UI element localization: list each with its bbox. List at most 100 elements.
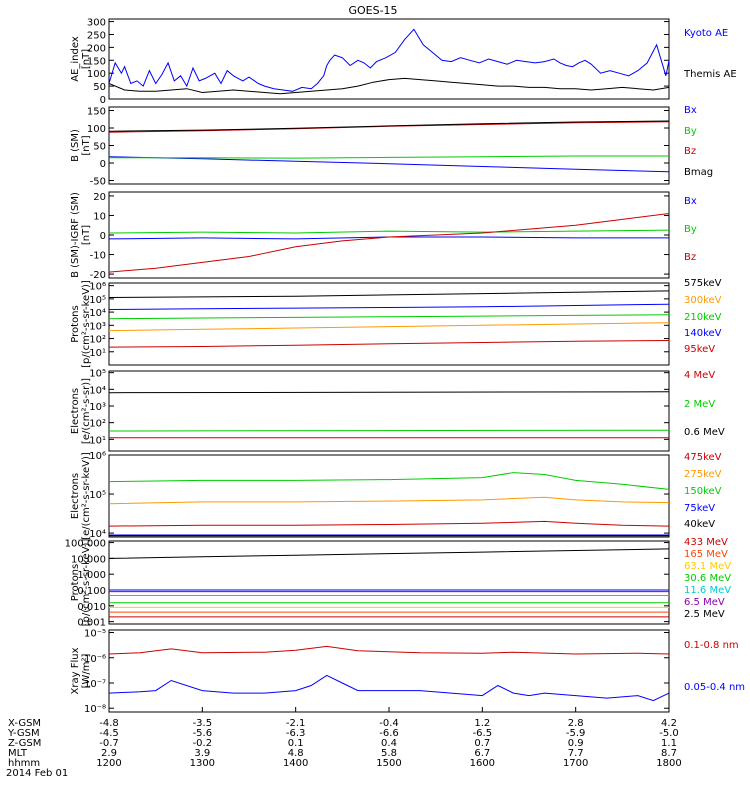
legend-entry: 40keV bbox=[684, 519, 715, 530]
x-tick-label: 7.7 bbox=[568, 748, 584, 759]
legend-entry: Bz bbox=[684, 252, 696, 263]
x-tick-label: -6.6 bbox=[379, 728, 399, 739]
legend-entry: 275keV bbox=[684, 469, 722, 480]
legend-entry: 165 MeV bbox=[684, 549, 728, 560]
legend-entry: 210keV bbox=[684, 312, 722, 323]
panel-frame bbox=[108, 370, 670, 452]
y-axis-label: AE_index[nT] bbox=[70, 36, 92, 82]
x-tick-label: -4.5 bbox=[99, 728, 119, 739]
y-tick-label: 10⁴ bbox=[89, 529, 106, 540]
y-tick-label: 10³ bbox=[89, 321, 106, 332]
series-line-140kev bbox=[109, 303, 669, 310]
panel-frame bbox=[108, 629, 670, 713]
legend-entry: 75keV bbox=[684, 503, 715, 514]
x-tick-label: 2.8 bbox=[568, 718, 584, 729]
y-tick-label: 10⁴ bbox=[89, 385, 106, 396]
x-axis-ephemeris: X-GSM -4.8 -3.5 -2.1 -0.4 1.2 2.8 4.2Y-GSM -4.5-… bbox=[6, 707, 682, 779]
panel-protons_mev: 0.001 0.010 0.100 1.000 10.000 100.000Protons… bbox=[65, 537, 732, 629]
series-line-210kev bbox=[109, 314, 669, 320]
x-tick-label: 8.7 bbox=[661, 748, 677, 759]
y-tick-label: -10 bbox=[90, 251, 106, 262]
series-line-kyoto-ae bbox=[109, 28, 669, 92]
y-axis-label: Protons[p/(cm²-s-sr-keV)] bbox=[70, 539, 92, 627]
series-line-475kev bbox=[109, 520, 669, 527]
y-axis-label: Xray Flux[W/m²] bbox=[70, 647, 92, 694]
x-tick-label: 1300 bbox=[190, 758, 215, 769]
legend-entry: Bx bbox=[684, 105, 697, 116]
series-line-300kev bbox=[109, 322, 669, 332]
legend-entry: 95keV bbox=[684, 344, 715, 355]
series-line-575kev bbox=[109, 290, 669, 298]
legend-entry: 475keV bbox=[684, 452, 722, 463]
y-tick-label: 10⁵ bbox=[89, 490, 106, 501]
x-tick-label: -6.3 bbox=[286, 728, 306, 739]
y-tick-label: 0.100 bbox=[77, 586, 106, 597]
x-row-label: hhmm bbox=[8, 758, 40, 769]
panel-frame bbox=[108, 540, 670, 625]
legend-entry: 30.6 MeV bbox=[684, 573, 731, 584]
y-tick-label: 150 bbox=[87, 56, 106, 67]
y-tick-label: 10⁵ bbox=[89, 295, 106, 306]
x-tick-label: 0.1 bbox=[288, 738, 304, 749]
legend-entry: Bx bbox=[684, 196, 697, 207]
panel-bsm: -50 0 50 100 150 B (SM)[nT] Bx By Bz Bmag bbox=[70, 105, 713, 188]
x-tick-label: 0.9 bbox=[568, 738, 584, 749]
x-tick-label: 1600 bbox=[470, 758, 495, 769]
x-row-label: MLT bbox=[8, 748, 28, 759]
legend-entry: 2 MeV bbox=[684, 399, 715, 410]
x-tick-label: 4.8 bbox=[288, 748, 304, 759]
legend-entry: Kyoto AE bbox=[684, 28, 728, 39]
x-tick-label: -2.1 bbox=[286, 718, 306, 729]
y-tick-label: 10⁴ bbox=[89, 308, 106, 319]
y-tick-label: 10 bbox=[93, 211, 106, 222]
y-tick-label: 150 bbox=[87, 107, 106, 118]
legend-entry: 6.5 MeV bbox=[684, 597, 725, 608]
panel-frame bbox=[108, 18, 670, 100]
panel-frame bbox=[108, 282, 670, 366]
series-line-0-1-0-8-nm bbox=[109, 645, 669, 655]
y-tick-label: 0 bbox=[100, 159, 106, 170]
legend-entry: 0.6 MeV bbox=[684, 427, 725, 438]
y-tick-label: 10⁵ bbox=[89, 369, 106, 380]
y-tick-label: 0.001 bbox=[77, 618, 106, 629]
y-tick-label: 10⁻⁷ bbox=[84, 679, 106, 690]
x-tick-label: 3.9 bbox=[194, 748, 210, 759]
panel-frame bbox=[108, 106, 670, 185]
legend-entry: 433 MeV bbox=[684, 537, 728, 548]
x-tick-label: 0.4 bbox=[381, 738, 397, 749]
panel-frame bbox=[108, 454, 670, 538]
legend-entry: 2.5 MeV bbox=[684, 609, 725, 620]
series-line-275kev bbox=[109, 496, 669, 505]
legend-entry: 150keV bbox=[684, 486, 722, 497]
legend-entry: 0.1-0.8 nm bbox=[684, 640, 739, 651]
y-tick-label: 200 bbox=[87, 43, 106, 54]
legend-entry: 0.05-0.4 nm bbox=[684, 682, 745, 693]
y-tick-label: 10⁶ bbox=[89, 282, 106, 293]
y-tick-label: 10³ bbox=[89, 402, 106, 413]
x-row-label: Z-GSM bbox=[8, 738, 41, 749]
x-tick-label: 0.7 bbox=[474, 738, 490, 749]
legend-entry: 11.6 MeV bbox=[684, 585, 731, 596]
series-line-by bbox=[109, 229, 669, 234]
panel-protons_p: 10¹ 10² 10³ 10⁴ 10⁵ 10⁶Protons[p/(cm²-s-sr-ke… bbox=[70, 278, 722, 368]
date-label: 2014 Feb 01 bbox=[6, 768, 68, 779]
legend-entry: By bbox=[684, 224, 697, 235]
y-axis-label: B (SM)[nT] bbox=[70, 129, 92, 162]
panel-xray: 10⁻⁸ 10⁻⁷ 10⁻⁶ 10⁻⁵ Xray Flux[W/m²] 0.1-0.8 n… bbox=[70, 629, 745, 716]
x-tick-label: 1700 bbox=[563, 758, 588, 769]
y-tick-label: 10² bbox=[89, 419, 106, 430]
series-line-themis-ae bbox=[109, 77, 669, 95]
y-tick-label: 1.000 bbox=[77, 570, 106, 581]
x-tick-label: -6.5 bbox=[473, 728, 493, 739]
y-axis-label: Electrons[e/(cm²-s-sr-keV)] bbox=[70, 452, 92, 540]
y-tick-label: -50 bbox=[90, 177, 106, 188]
x-tick-label: 1.2 bbox=[474, 718, 490, 729]
y-tick-label: 10² bbox=[89, 335, 106, 346]
series-line-95kev bbox=[109, 340, 669, 348]
series-line-bz bbox=[109, 213, 669, 273]
x-tick-label: 1.1 bbox=[661, 738, 677, 749]
